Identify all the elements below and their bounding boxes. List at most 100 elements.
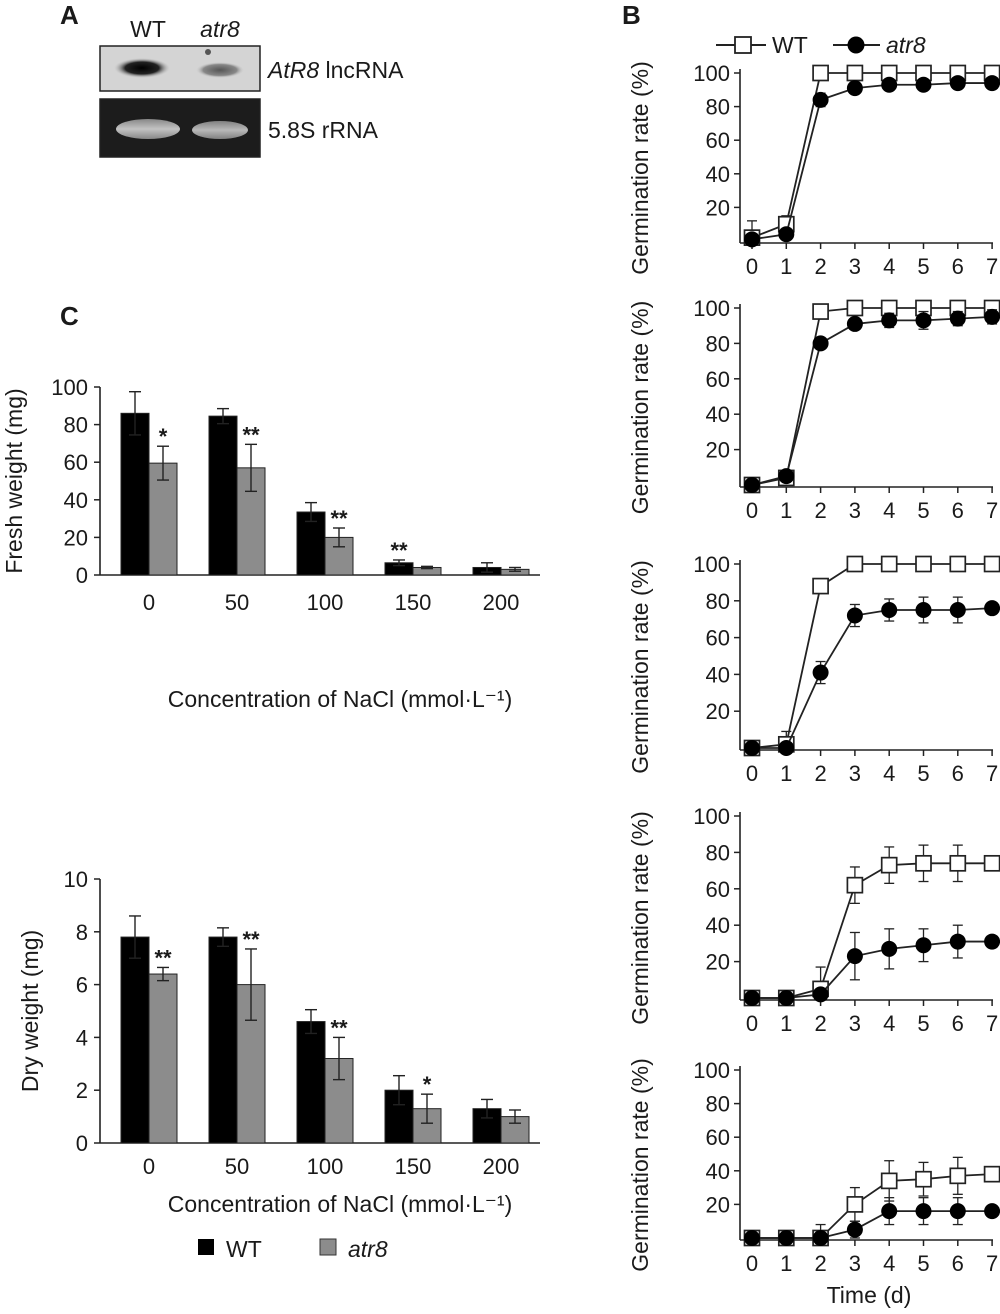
y-tick-label: 100 <box>693 552 730 577</box>
x-tick-label: 0 <box>746 761 758 786</box>
point-atr8-day-1 <box>778 1230 795 1246</box>
point-wt-day-3 <box>846 555 864 573</box>
point-wt-day-3 <box>846 64 864 82</box>
y-tick-label: 20 <box>706 195 730 220</box>
line-chart-3: 20 40 60 80 100 0 1 2 3 4 5 6 7 Germination rate (%) <box>627 552 1000 786</box>
y-tick-label: 80 <box>64 413 88 438</box>
point-wt-day-2 <box>812 64 829 82</box>
y-tick-label: 20 <box>706 950 730 975</box>
bar-chart-fresh-weight: 0 20 40 60 80 100 0 * 50 ** 100 ** 150 ** 200 Concentra… <box>1 375 540 712</box>
panel-letter-c: C <box>60 301 79 331</box>
point-wt-day-6 <box>949 1167 967 1185</box>
significance-mark: * <box>423 1072 432 1097</box>
point-wt-day-7 <box>983 854 1000 872</box>
point-wt-day-5 <box>915 854 932 872</box>
point-atr8-day-3 <box>846 80 863 97</box>
point-atr8-day-6 <box>949 602 966 618</box>
y-tick-label: 80 <box>706 840 730 865</box>
point-atr8-day-3 <box>846 948 863 965</box>
y-tick-label: 60 <box>706 1125 730 1150</box>
point-atr8-day-1 <box>778 226 795 243</box>
x-tick-label: 6 <box>952 498 964 523</box>
x-tick-label: 4 <box>883 1011 895 1036</box>
significance-mark: ** <box>330 506 348 531</box>
y-tick-label: 40 <box>64 488 88 513</box>
x-tick-label: 1 <box>780 761 792 786</box>
y-tick-label: 100 <box>693 804 730 829</box>
y-tick-label: 60 <box>64 450 88 475</box>
x-tick-label: 3 <box>849 1011 861 1036</box>
significance-mark: ** <box>242 422 260 447</box>
x-tick-label: 4 <box>883 254 895 279</box>
point-wt-day-5 <box>915 1170 932 1188</box>
point-atr8-day-4 <box>881 76 898 93</box>
point-atr8-day-7 <box>984 600 1000 617</box>
y-tick-label: 6 <box>76 973 88 998</box>
x-tick-label: 3 <box>849 1251 861 1276</box>
point-atr8-day-0 <box>744 1230 760 1246</box>
point-atr8-day-7 <box>984 75 1000 92</box>
y-tick-label: 0 <box>76 1131 88 1156</box>
y-tick-label: 60 <box>706 626 730 651</box>
y-tick-label: 80 <box>706 1092 730 1117</box>
point-wt-day-6 <box>949 854 967 872</box>
lane-label-atr8: atr8 <box>200 16 240 42</box>
x-tick-label: 50 <box>225 1154 249 1179</box>
x-tick-label: 6 <box>952 1251 964 1276</box>
bar-WT-50 <box>208 936 238 1144</box>
y-axis-label: Germination rate (%) <box>627 1058 653 1271</box>
line-chart-4: 20 40 60 80 100 0 1 2 3 4 5 6 7 Germination rate (%) <box>627 804 1000 1036</box>
y-tick-label: 80 <box>706 95 730 120</box>
point-atr8-day-6 <box>949 1203 966 1220</box>
y-tick-label: 100 <box>693 61 730 86</box>
point-wt-day-5 <box>915 555 932 573</box>
point-wt-day-4 <box>880 555 898 573</box>
x-tick-label: 6 <box>952 1011 964 1036</box>
bar-WT-0 <box>120 936 150 1144</box>
y-tick-label: 20 <box>706 699 730 724</box>
y-tick-label: 60 <box>706 128 730 153</box>
bar-WT-50 <box>208 415 238 576</box>
bar-WT-100 <box>296 511 326 576</box>
series-line-WT <box>751 72 993 239</box>
point-atr8-day-7 <box>984 308 1000 325</box>
x-tick-label: 5 <box>917 254 929 279</box>
series-line-atr8 <box>752 940 993 999</box>
lane-label-wt: WT <box>130 16 166 42</box>
point-wt-day-3 <box>846 299 864 317</box>
point-wt-day-2 <box>812 303 829 320</box>
point-atr8-day-5 <box>915 312 932 329</box>
x-tick-label: 6 <box>952 254 964 279</box>
legend-b-wt-label: WT <box>772 32 808 58</box>
legend-b-atr8-label: atr8 <box>886 32 926 58</box>
point-wt-day-2 <box>812 577 829 595</box>
x-tick-label: 2 <box>814 761 826 786</box>
point-atr8-day-2 <box>812 986 829 1003</box>
x-tick-label: 150 <box>395 1154 432 1179</box>
northern-blot <box>99 45 261 92</box>
x-tick-label: 6 <box>952 761 964 786</box>
x-axis-label: Concentration of NaCl (mmol·L⁻¹) <box>168 1191 512 1217</box>
x-tick-label: 7 <box>986 1251 998 1276</box>
point-atr8-day-4 <box>881 312 898 329</box>
legend-b-atr8-marker <box>847 36 865 54</box>
x-tick-label: 7 <box>986 498 998 523</box>
x-tick-label: 2 <box>814 254 826 279</box>
y-axis-label: Germination rate (%) <box>627 811 653 1024</box>
point-atr8-day-5 <box>915 76 932 93</box>
point-atr8-day-3 <box>846 1221 863 1238</box>
y-tick-label: 80 <box>706 589 730 614</box>
y-tick-label: 40 <box>706 1159 730 1184</box>
series-line-atr8 <box>752 607 993 749</box>
x-tick-label: 7 <box>986 254 998 279</box>
y-tick-label: 4 <box>76 1025 88 1050</box>
series-line-WT <box>751 563 993 749</box>
y-tick-label: 100 <box>693 1058 730 1083</box>
legend-b: WT atr8 <box>716 32 926 58</box>
panel-letter-a: A <box>60 0 79 30</box>
x-tick-label: 0 <box>143 590 155 615</box>
point-atr8-day-0 <box>744 990 760 1006</box>
y-axis-label: Germination rate (%) <box>627 560 653 773</box>
x-tick-label: 0 <box>746 498 758 523</box>
